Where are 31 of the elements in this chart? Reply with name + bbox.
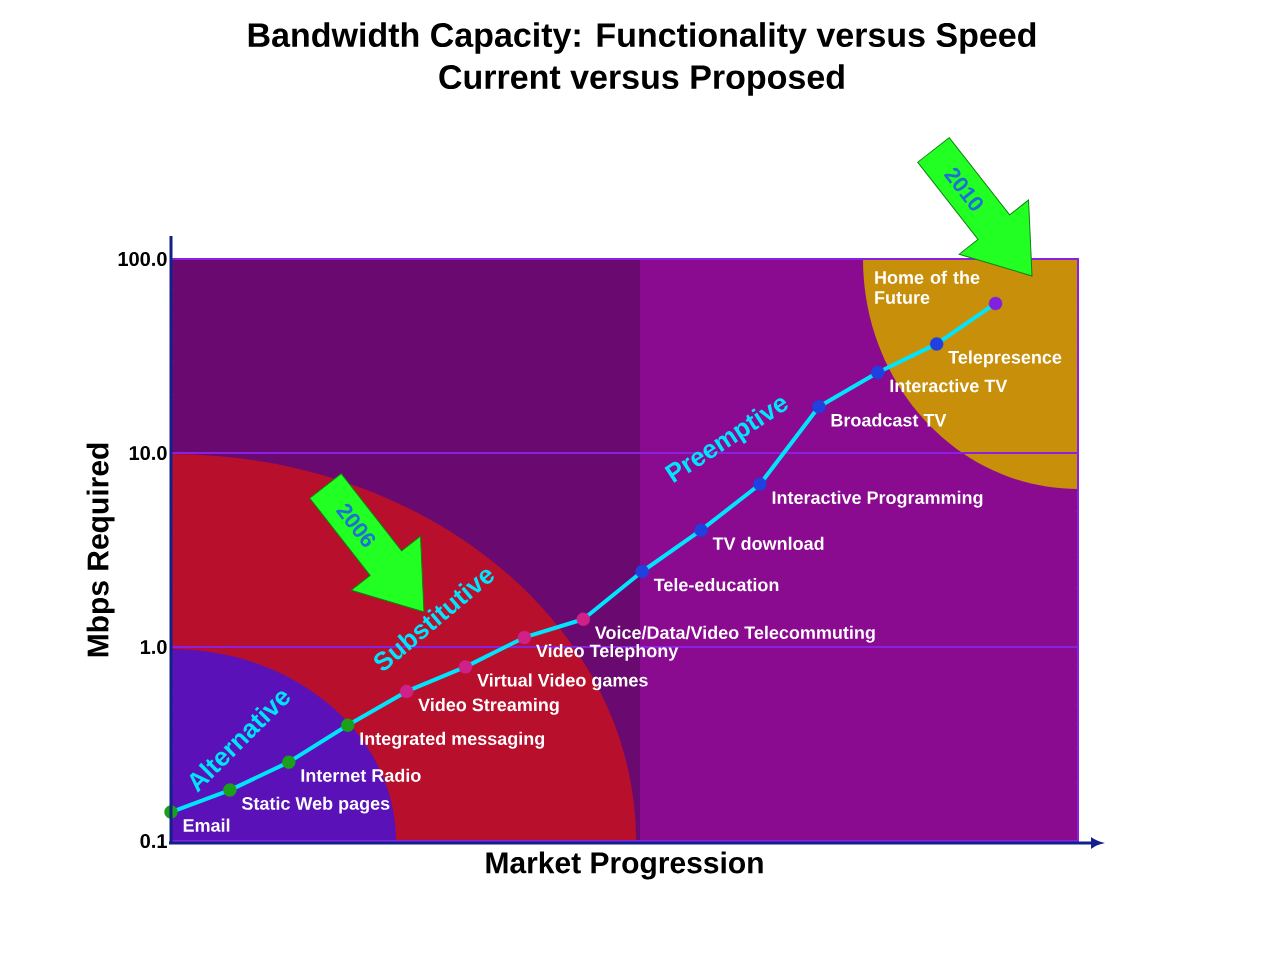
chart-title: Bandwidth Capacity: Functionality versus Speed: [248, 22, 1036, 54]
annotation: Telepresence: [948, 350, 1062, 368]
point: [929, 337, 944, 351]
annotation: TV download: [712, 536, 824, 550]
annotation: Integrated messaging: [360, 731, 545, 749]
y-tick-label: 1.0: [140, 639, 167, 655]
point: [399, 684, 414, 699]
point: [694, 523, 708, 537]
x-axis-title: Market Progression: [486, 851, 763, 880]
annotation: Home of the Future: [875, 270, 980, 304]
point: [871, 365, 885, 380]
y-tick-label: 100.0: [118, 251, 167, 267]
point: [635, 564, 649, 579]
annotation: Interactive TV: [890, 379, 1008, 393]
point: [812, 400, 826, 414]
annotation: Broadcast TV: [831, 413, 947, 427]
chart-subtitle: Current versus Proposed: [439, 64, 844, 96]
y-tick-label: 10.0: [129, 445, 167, 461]
y-tick-label: 0.1: [140, 833, 167, 849]
point: [988, 296, 1003, 311]
annotation: Virtual Video games: [477, 673, 648, 691]
point: [576, 612, 590, 626]
point: [340, 718, 355, 732]
annotation: Email: [183, 818, 230, 832]
annotation: Static Web pages: [241, 796, 390, 814]
annotation: Video Streaming: [418, 697, 559, 715]
annotation: Voice/Data/Video Telecommuting: [594, 625, 875, 643]
point: [517, 630, 532, 645]
annotation: Interactive Programming: [772, 490, 983, 508]
annotation: Tele-education: [653, 578, 779, 592]
y-axis-title: Mbps Required: [86, 443, 115, 657]
